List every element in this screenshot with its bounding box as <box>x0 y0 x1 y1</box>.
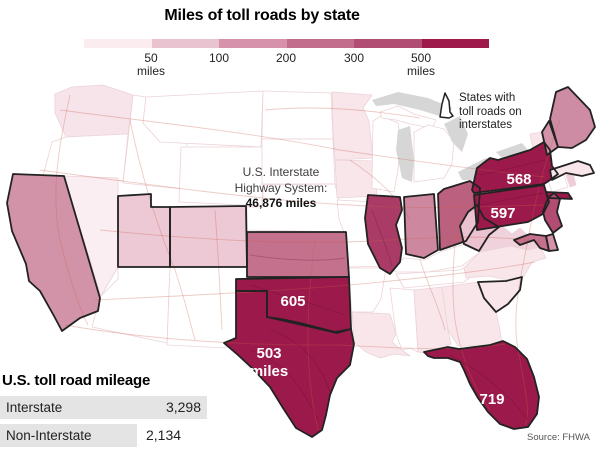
lake-ontario <box>496 143 528 160</box>
lake-huron <box>444 116 468 152</box>
legend-color-4 <box>286 39 354 48</box>
state-oregon <box>42 133 129 182</box>
state-montana <box>142 90 264 148</box>
state-louisiana <box>351 311 411 359</box>
mileage-table-title: U.S. toll road mileage <box>2 372 151 389</box>
nh-state-icon <box>439 92 454 119</box>
state-indiana <box>404 194 438 258</box>
state-wisconsin <box>371 115 401 193</box>
state-michigan <box>413 124 455 183</box>
interstate-row-value: 3,298 <box>165 399 201 415</box>
legend-color-1 <box>84 39 152 48</box>
state-north-dakota <box>261 90 334 140</box>
light-states <box>42 84 577 359</box>
state-arkansas <box>347 267 387 313</box>
non-interstate-bar: Non-Interstate <box>0 424 137 447</box>
chart-title: Miles of toll roads by state <box>164 7 360 24</box>
state-wyoming <box>178 146 264 207</box>
state-kansas <box>247 232 349 277</box>
legend-tick-500: 500 miles <box>406 51 435 78</box>
interstate-row-label: Interstate <box>6 400 63 415</box>
legend-color-2 <box>151 39 219 48</box>
lake-michigan <box>396 126 414 182</box>
label-oklahoma: 605 <box>280 293 305 310</box>
state-utah <box>118 194 170 267</box>
toll-state-road-lines <box>249 159 546 421</box>
label-new-york: 568 <box>506 171 531 188</box>
state-colorado <box>170 206 247 267</box>
legend-tick-200: 200 <box>275 51 297 65</box>
state-minnesota <box>331 91 374 161</box>
state-mississippi <box>389 287 419 353</box>
lake-superior <box>372 92 452 118</box>
legend-tick-100: 100 <box>208 51 230 65</box>
non-interstate-row-label: Non-Interstate <box>6 428 92 443</box>
label-texas-unit: miles <box>250 363 288 380</box>
legend-color-3 <box>219 39 287 48</box>
color-legend <box>84 39 489 48</box>
interstate-bar: Interstate 3,298 <box>0 396 207 419</box>
legend-tick-50: 50 miles <box>136 51 165 78</box>
legend-color-5 <box>354 39 422 48</box>
state-maine <box>550 87 595 148</box>
interstate-system-annotation: U.S. Interstate Highway System: 46,876 m… <box>234 165 328 210</box>
source-credit: Source: FHWA <box>527 432 590 443</box>
label-pennsylvania: 597 <box>490 205 515 222</box>
non-interstate-row-value: 2,134 <box>146 427 182 443</box>
label-texas-value: 503 <box>256 345 281 362</box>
state-new-mexico <box>166 266 248 349</box>
legend-tick-300: 300 <box>343 51 365 65</box>
label-florida: 719 <box>479 391 504 408</box>
legend-color-6 <box>421 39 489 48</box>
toll-interstate-key-note: States with toll roads on interstates <box>459 92 522 131</box>
